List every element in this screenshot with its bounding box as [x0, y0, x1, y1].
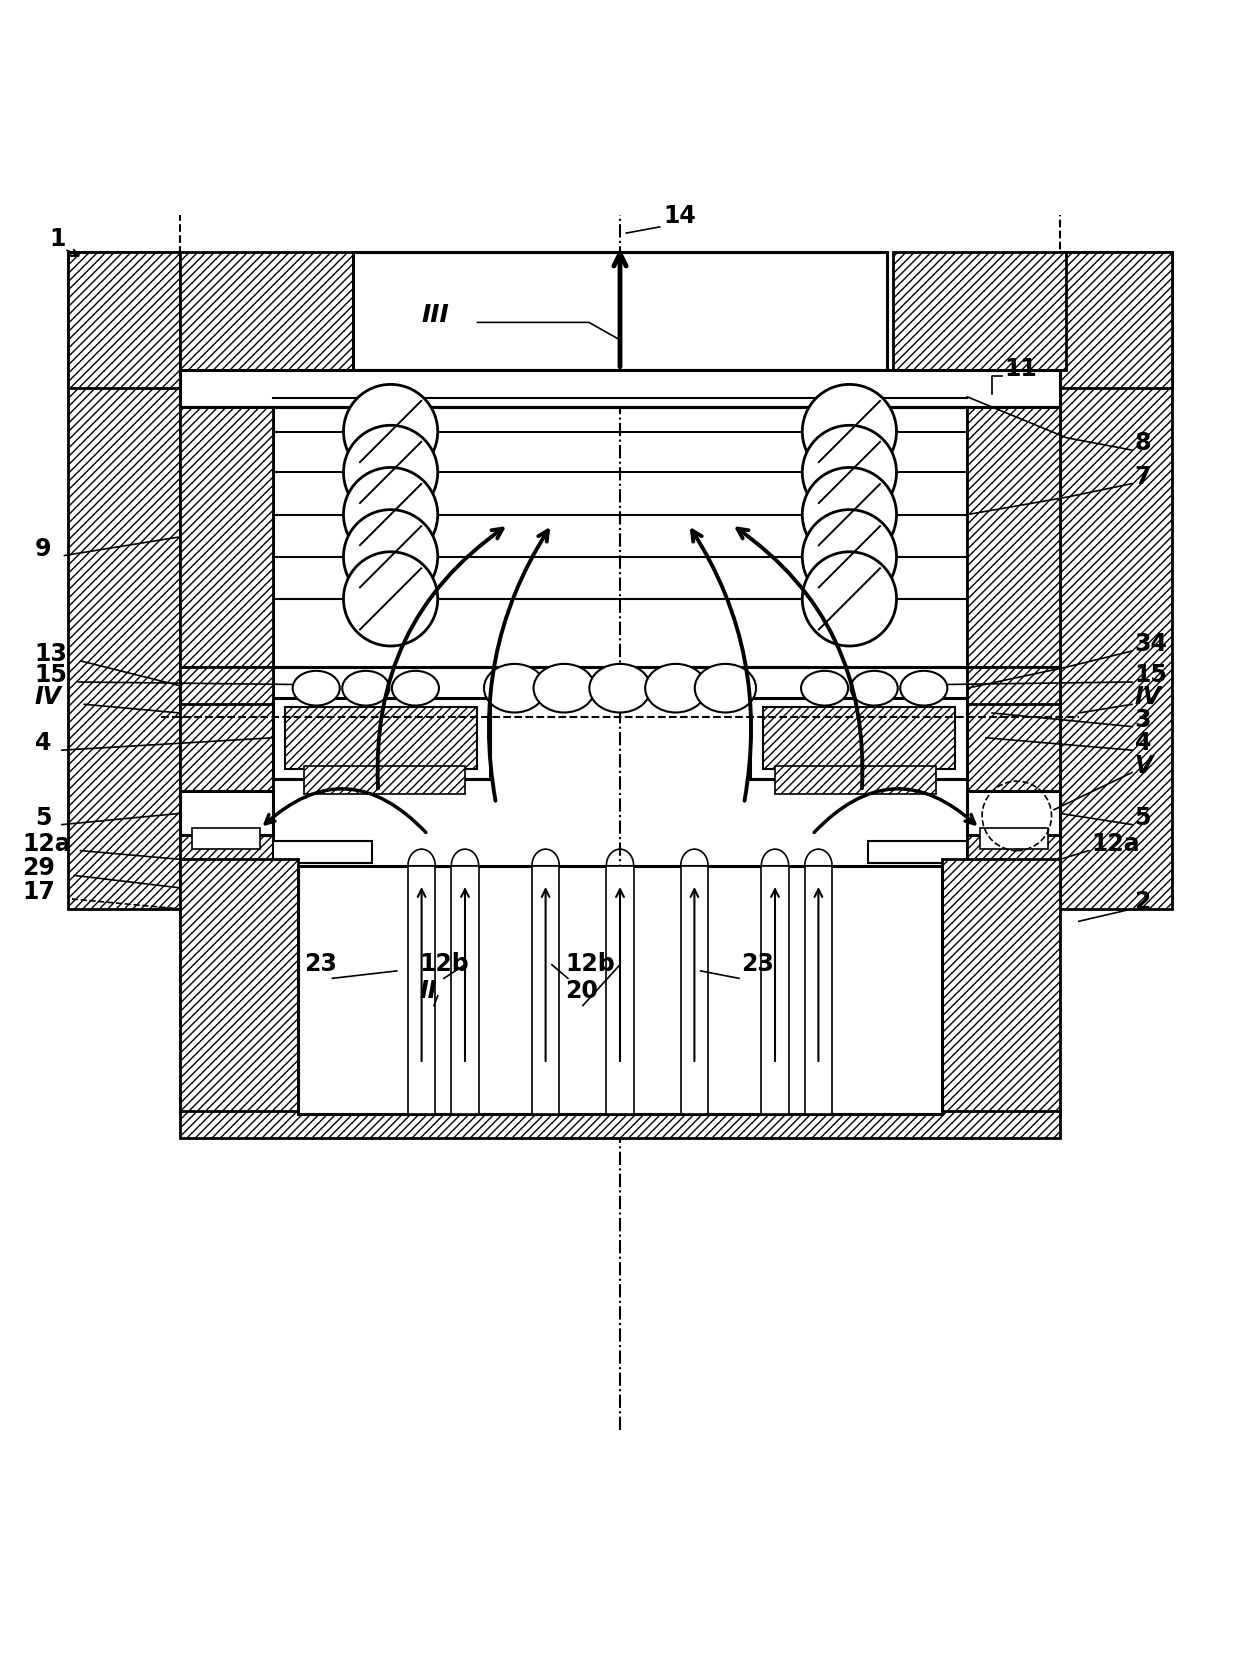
Bar	[980, 828, 1048, 850]
Bar	[408, 866, 435, 1113]
Ellipse shape	[645, 664, 707, 713]
Circle shape	[343, 552, 438, 646]
Text: 12a: 12a	[1091, 831, 1140, 856]
Circle shape	[343, 384, 438, 479]
Bar	[273, 698, 490, 779]
Bar	[180, 369, 1060, 407]
Bar	[285, 706, 477, 769]
Ellipse shape	[694, 664, 756, 713]
Bar	[180, 202, 1060, 1113]
Text: 15: 15	[35, 663, 68, 688]
Bar	[750, 698, 967, 779]
Ellipse shape	[293, 671, 340, 706]
Bar	[451, 866, 479, 1113]
Text: 17: 17	[22, 880, 56, 905]
Bar	[868, 841, 967, 863]
Text: 13: 13	[35, 643, 68, 666]
Text: 12b: 12b	[565, 951, 615, 976]
Bar	[681, 866, 708, 1113]
Text: IV: IV	[1135, 686, 1162, 709]
Bar	[298, 866, 942, 1113]
Text: 2: 2	[1135, 890, 1151, 915]
Text: 14: 14	[663, 204, 696, 229]
Text: 3: 3	[1135, 708, 1151, 731]
Ellipse shape	[851, 671, 898, 706]
Circle shape	[343, 426, 438, 519]
Text: 7: 7	[1135, 464, 1151, 489]
Bar	[1060, 252, 1172, 389]
Bar	[967, 407, 1060, 668]
Circle shape	[802, 552, 897, 646]
Text: 20: 20	[565, 980, 599, 1003]
Text: IV: IV	[35, 686, 62, 709]
Bar	[180, 252, 353, 369]
Text: 8: 8	[1135, 431, 1151, 456]
Ellipse shape	[533, 664, 595, 713]
Bar	[967, 668, 1060, 704]
Ellipse shape	[589, 664, 651, 713]
Bar	[763, 706, 955, 769]
Bar	[180, 860, 298, 1113]
Bar	[893, 252, 1066, 369]
Bar	[68, 252, 180, 389]
Text: 9: 9	[35, 536, 51, 561]
Bar	[606, 866, 634, 1113]
Text: II: II	[419, 980, 436, 1003]
Bar	[775, 766, 936, 793]
Bar	[180, 791, 273, 834]
Text: III: III	[422, 304, 449, 327]
Bar	[180, 1112, 1060, 1138]
Text: 11: 11	[1004, 357, 1037, 381]
Text: 23: 23	[742, 951, 775, 976]
Text: 34: 34	[1135, 633, 1168, 656]
Ellipse shape	[900, 671, 947, 706]
Bar	[942, 860, 1060, 1113]
Text: 5: 5	[1135, 806, 1151, 829]
Bar	[192, 828, 260, 850]
Bar	[967, 791, 1060, 834]
Ellipse shape	[342, 671, 389, 706]
Circle shape	[802, 509, 897, 604]
Text: V: V	[1135, 753, 1153, 778]
Text: 29: 29	[22, 856, 56, 881]
Bar	[967, 407, 1060, 890]
Ellipse shape	[392, 671, 439, 706]
Bar	[180, 407, 273, 668]
Circle shape	[802, 384, 897, 479]
Circle shape	[343, 467, 438, 562]
Circle shape	[343, 509, 438, 604]
Bar	[353, 252, 887, 369]
Bar	[304, 766, 465, 793]
Text: 4: 4	[1135, 731, 1151, 754]
Bar	[273, 841, 372, 863]
Ellipse shape	[484, 664, 546, 713]
Text: 1: 1	[50, 227, 66, 250]
Bar	[532, 866, 559, 1113]
Ellipse shape	[801, 671, 848, 706]
Bar	[180, 668, 273, 704]
Text: 12b: 12b	[419, 951, 469, 976]
Circle shape	[802, 426, 897, 519]
Text: 4: 4	[35, 731, 51, 754]
Circle shape	[802, 467, 897, 562]
Text: 23: 23	[304, 951, 337, 976]
Text: 12a: 12a	[22, 831, 71, 856]
Bar	[1060, 252, 1172, 910]
Bar	[180, 407, 273, 890]
Text: 15: 15	[1135, 663, 1168, 688]
Bar	[761, 866, 789, 1113]
Bar	[805, 866, 832, 1113]
Text: 5: 5	[35, 806, 51, 829]
Bar	[68, 252, 180, 910]
